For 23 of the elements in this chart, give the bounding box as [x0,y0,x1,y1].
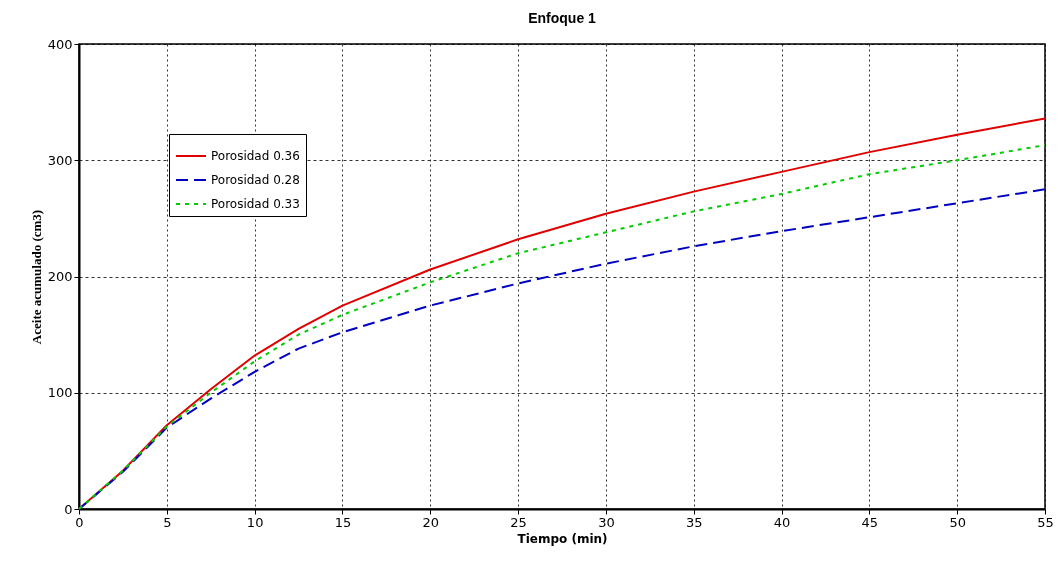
legend-label: Porosidad 0.33 [211,197,300,211]
x-tick-label: 45 [861,514,879,530]
x-tick-label: 25 [510,514,527,530]
x-tick-label: 0 [75,514,84,530]
x-tick-label: 35 [685,514,703,530]
x-tick-label: 10 [246,514,264,530]
x-tick-label: 55 [1037,514,1054,530]
y-tick-label: 0 [64,501,73,517]
y-tick-label: 100 [47,385,73,401]
y-axis-title: Aceite acumulado (cm3) [28,209,44,345]
x-axis-title: Tiempo (min) [517,531,608,546]
legend-label: Porosidad 0.28 [211,173,300,187]
x-tick-label: 5 [163,514,172,530]
x-tick-label: 40 [773,514,791,530]
y-tick-label: 400 [47,36,73,52]
x-tick-label: 20 [422,514,440,530]
legend-label: Porosidad 0.36 [211,149,300,163]
y-tick-label: 300 [47,152,73,168]
y-tick-label: 200 [47,269,73,284]
chart-title: Enfoque 1 [528,10,597,26]
x-tick-label: 30 [598,514,615,530]
x-tick-label: 15 [334,514,352,530]
x-tick-label: 50 [949,514,966,530]
